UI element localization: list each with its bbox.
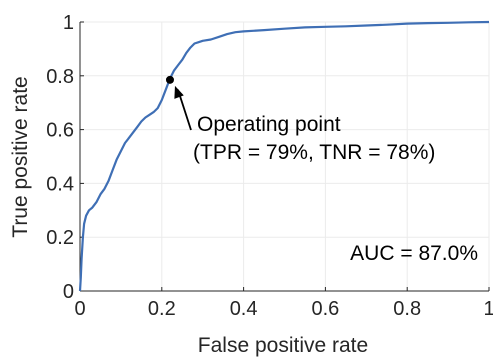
operating-point-annotation xyxy=(165,75,192,131)
tick-labels: 0 0.2 0.4 0.6 0.8 1 0 0.2 0.4 0.6 0.8 1 xyxy=(46,12,493,320)
x-axis-title: False positive rate xyxy=(198,334,368,357)
x-tick-label: 1 xyxy=(483,298,493,320)
x-tick-label: 0.4 xyxy=(230,298,258,320)
roc-curve-line xyxy=(78,20,490,292)
operating-point-label-line1: Operating point xyxy=(197,113,341,136)
x-tick-label: 0 xyxy=(74,298,85,320)
operating-point-marker xyxy=(165,75,174,84)
y-tick-label: 0.2 xyxy=(46,227,74,249)
y-axis-title: True positive rate xyxy=(9,76,32,237)
x-tick-label: 0.8 xyxy=(393,298,421,320)
operating-point-label-line2: (TPR = 79%, TNR = 78%) xyxy=(193,141,435,164)
x-tick-label: 0.6 xyxy=(311,298,339,320)
y-tick-label: 0.6 xyxy=(46,120,74,142)
y-tick-label: 0.8 xyxy=(46,66,74,88)
auc-label: AUC = 87.0% xyxy=(350,242,478,265)
operating-point-arrow-head xyxy=(174,85,184,99)
y-tick-label: 0 xyxy=(63,281,74,303)
y-tick-label: 1 xyxy=(63,12,74,34)
x-tick-label: 0.2 xyxy=(148,298,176,320)
axes xyxy=(79,21,490,292)
y-tick-label: 0.4 xyxy=(46,173,74,195)
